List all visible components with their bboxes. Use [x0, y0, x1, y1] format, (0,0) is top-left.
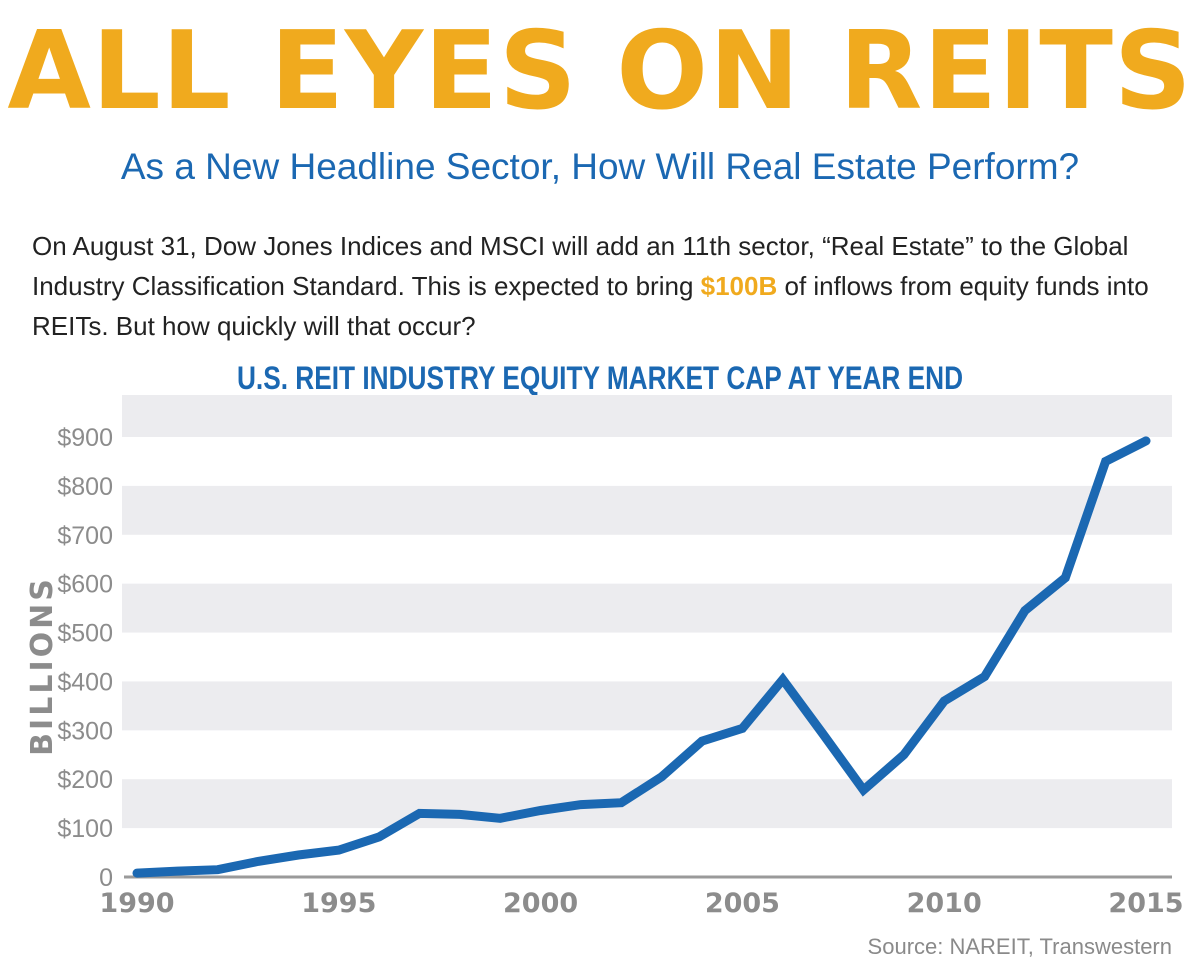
y-tick-label: 0 — [99, 864, 113, 892]
data-point — [620, 801, 623, 804]
data-point — [539, 809, 542, 812]
data-point — [1023, 609, 1026, 612]
data-point — [1104, 460, 1107, 463]
y-tick-label: $700 — [57, 522, 113, 550]
data-point — [741, 727, 744, 730]
x-tick-label: 2010 — [907, 888, 982, 919]
data-point — [983, 675, 986, 678]
series-group — [132, 436, 1151, 878]
y-tick-label: $300 — [57, 717, 113, 745]
data-point — [1145, 439, 1147, 442]
headline: ALL EYES ON REITS — [7, 9, 1193, 134]
data-point — [822, 733, 825, 736]
y-tick-label: $100 — [57, 815, 113, 843]
subheadline: As a New Headline Sector, How Will Real … — [120, 146, 1080, 187]
data-point — [902, 753, 905, 756]
y-tick-label: $200 — [57, 766, 113, 794]
x-tick-label: 1995 — [301, 888, 376, 919]
line-chart: 0 $100 $200 $300 $400 $500 $600 $700 $800 $900 19… — [25, 395, 1184, 919]
intro-paragraph: On August 31, Dow Jones Indices and MSCI… — [32, 226, 1182, 346]
data-point — [378, 835, 381, 838]
data-point — [579, 803, 582, 806]
data-point — [943, 700, 946, 702]
grid-band — [122, 485, 1172, 535]
intro-highlight-amount: $100B — [700, 271, 778, 301]
intro-text-after: of inflows from equity funds into REITs.… — [32, 271, 1149, 341]
grid-band — [122, 583, 1172, 633]
data-point — [136, 872, 138, 875]
data-point — [458, 813, 461, 816]
data-point — [1064, 576, 1067, 579]
x-tick-labels: 1990 1995 2000 2005 2010 2015 — [99, 888, 1183, 919]
grid-band — [122, 681, 1172, 731]
intro-text-before: On August 31, Dow Jones Indices and MSCI… — [32, 231, 1129, 301]
data-point — [216, 868, 219, 871]
grid-band — [122, 395, 1172, 437]
x-tick-label: 2005 — [705, 888, 780, 919]
x-tick-label: 2015 — [1108, 888, 1183, 919]
data-point — [337, 849, 340, 852]
data-point — [257, 860, 260, 863]
y-tick-labels: 0 $100 $200 $300 $400 $500 $600 $700 $800 $900 — [57, 424, 113, 892]
data-point — [176, 870, 179, 873]
data-point — [297, 854, 300, 856]
grid-bands — [122, 395, 1172, 829]
data-point — [418, 812, 421, 815]
source-note: Source: NAREIT, Transwestern — [867, 934, 1172, 959]
series-line — [132, 436, 1151, 878]
data-point — [781, 678, 784, 681]
data-point — [499, 817, 502, 820]
chart-title: U.S. REIT INDUSTRY EQUITY MARKET CAP AT … — [236, 360, 964, 396]
data-point — [660, 775, 663, 778]
y-tick-label: $600 — [57, 571, 113, 599]
x-tick-label: 1990 — [99, 888, 174, 919]
data-point — [862, 788, 865, 791]
y-tick-label: $500 — [57, 620, 113, 648]
y-tick-label: $900 — [57, 424, 113, 452]
y-tick-label: $800 — [57, 473, 113, 501]
x-tick-label: 2000 — [503, 888, 578, 919]
y-axis-label: BILLIONS — [25, 576, 60, 756]
y-tick-label: $400 — [57, 668, 113, 696]
data-point — [701, 740, 704, 743]
